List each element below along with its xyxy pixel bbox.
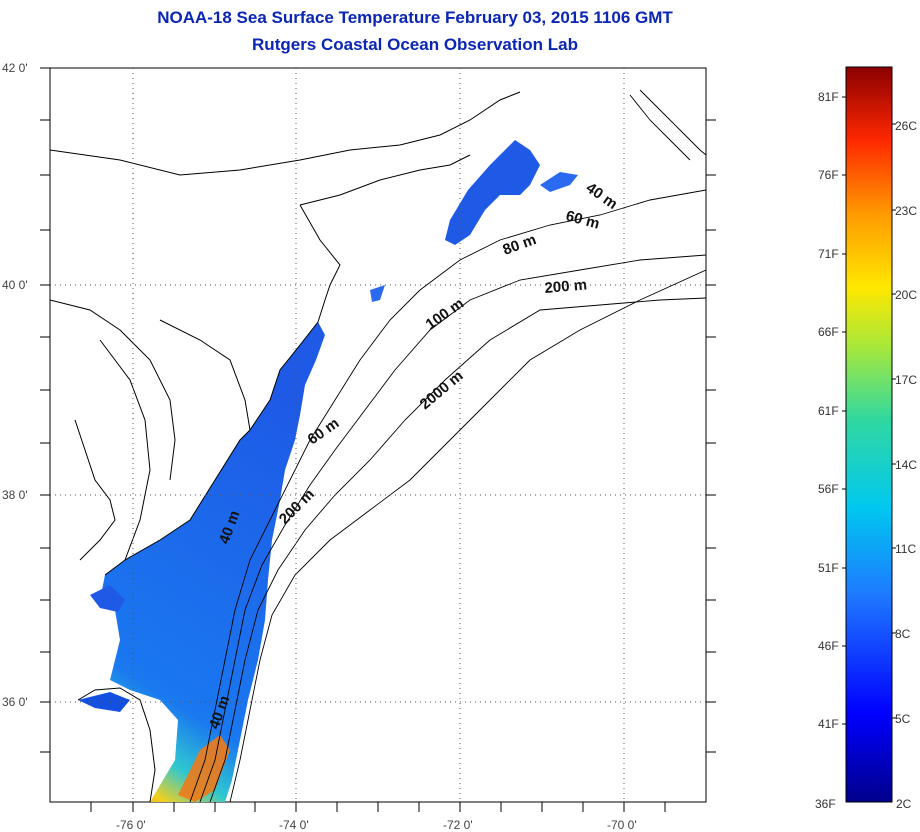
sst-patch-ny-bight bbox=[370, 285, 385, 302]
colorbar-label-c: 2C bbox=[896, 797, 912, 811]
map-subtitle: Rutgers Coastal Ocean Observation Lab bbox=[252, 35, 578, 54]
colorbar-label-f: 56F bbox=[818, 482, 839, 496]
lat-label: 38 0' bbox=[2, 488, 28, 502]
colorbar-label-c: 26C bbox=[895, 119, 917, 133]
lat-label: 42 0' bbox=[2, 61, 28, 75]
colorbar-label-f: 51F bbox=[818, 561, 839, 575]
coastline bbox=[50, 91, 521, 802]
sst-swath-south bbox=[100, 322, 325, 802]
colorbar-label-c: 5C bbox=[895, 712, 911, 726]
colorbar bbox=[845, 66, 893, 803]
colorbar-ticks bbox=[842, 96, 896, 725]
sst-swath-north-2 bbox=[540, 172, 578, 192]
map-title: NOAA-18 Sea Surface Temperature February… bbox=[157, 8, 673, 27]
lon-label: -70 0' bbox=[607, 818, 637, 832]
axis-ticks bbox=[40, 67, 716, 812]
contour-label: 200 m bbox=[544, 276, 588, 297]
sst-cold-bay bbox=[78, 692, 130, 712]
colorbar-label-c: 20C bbox=[895, 288, 917, 302]
lon-label: -72 0' bbox=[443, 818, 473, 832]
colorbar-label-f: 66F bbox=[818, 325, 839, 339]
lon-label: -76 0' bbox=[116, 818, 146, 832]
isobaths bbox=[189, 89, 706, 802]
colorbar-label-f: 71F bbox=[818, 247, 839, 261]
colorbar-label-c: 23C bbox=[895, 204, 917, 218]
colorbar-label-c: 14C bbox=[895, 458, 917, 472]
colorbar-label-c: 8C bbox=[895, 627, 911, 641]
lon-label: -74 0' bbox=[279, 818, 309, 832]
colorbar-label-f: 46F bbox=[818, 639, 839, 653]
colorbar-label-c: 11C bbox=[895, 542, 916, 556]
colorbar-label-f: 41F bbox=[818, 717, 839, 731]
lat-label: 36 0' bbox=[2, 695, 28, 709]
sst-swath-north bbox=[445, 140, 540, 245]
colorbar-label-f: 61F bbox=[818, 404, 839, 418]
lat-label: 40 0' bbox=[2, 278, 28, 292]
colorbar-label-f: 36F bbox=[815, 797, 836, 811]
colorbar-label-c: 17C bbox=[895, 373, 917, 387]
sst-swath-chesapeake bbox=[90, 585, 125, 612]
colorbar-label-f: 81F bbox=[818, 90, 839, 104]
colorbar-label-f: 76F bbox=[818, 168, 839, 182]
